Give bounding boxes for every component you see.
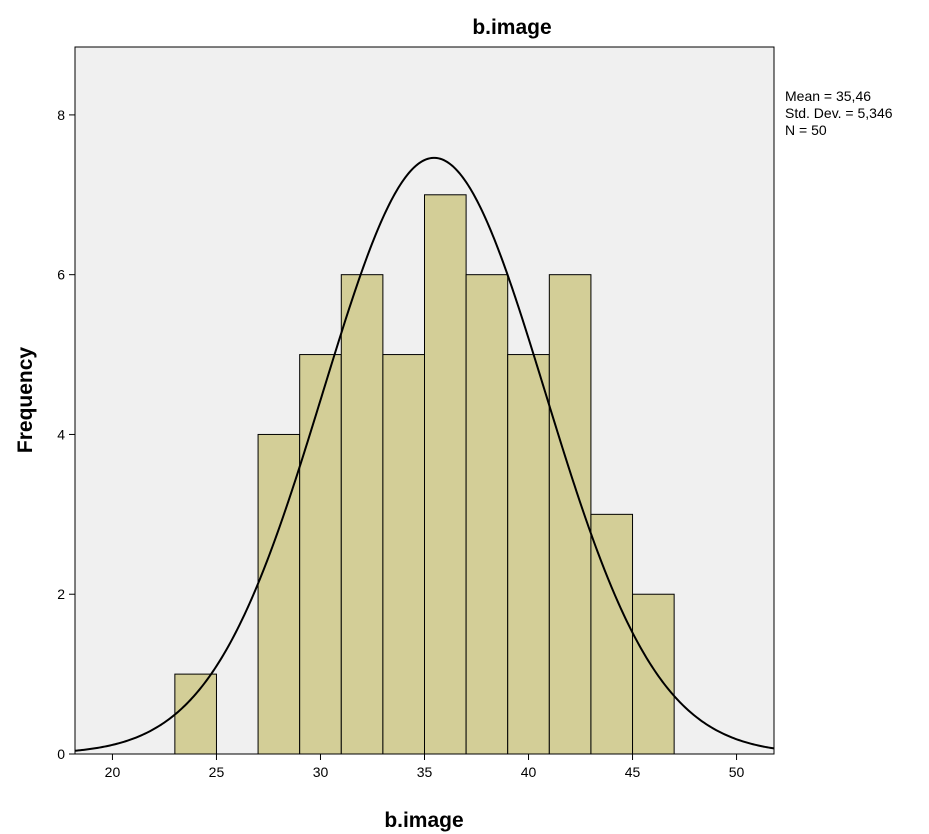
chart-title: b.image	[472, 16, 551, 39]
x-tick-label: 35	[417, 764, 433, 780]
x-tick-label: 45	[625, 764, 641, 780]
histogram-bar	[383, 355, 425, 754]
y-tick-label: 0	[57, 746, 65, 762]
histogram-bar	[633, 594, 675, 754]
stats-std-dev: Std. Dev. = 5,346	[785, 105, 893, 121]
y-tick-label: 8	[57, 107, 65, 123]
histogram-bar	[258, 434, 300, 754]
histogram-bar	[300, 355, 342, 754]
x-tick-label: 30	[313, 764, 329, 780]
histogram-bar	[466, 275, 508, 754]
histogram-bar	[508, 355, 550, 754]
histogram-bar	[175, 674, 217, 754]
y-tick-label: 4	[57, 426, 65, 442]
x-tick-label: 40	[521, 764, 537, 780]
x-axis-label: b.image	[384, 809, 463, 832]
y-axis-label: Frequency	[14, 347, 37, 454]
x-axis: 20 25 30 35 40 45 50	[105, 754, 745, 780]
histogram-bar	[341, 275, 383, 754]
stats-n: N = 50	[785, 122, 827, 138]
x-tick-label: 20	[105, 764, 121, 780]
histogram-bar	[425, 195, 467, 754]
stats-mean: Mean = 35,46	[785, 88, 871, 104]
y-tick-label: 6	[57, 267, 65, 283]
x-tick-label: 50	[729, 764, 745, 780]
stats-box: Mean = 35,46 Std. Dev. = 5,346 N = 50	[785, 88, 893, 138]
y-axis: 0 2 4 6 8	[57, 107, 75, 762]
y-tick-label: 2	[57, 586, 65, 602]
x-tick-label: 25	[209, 764, 225, 780]
